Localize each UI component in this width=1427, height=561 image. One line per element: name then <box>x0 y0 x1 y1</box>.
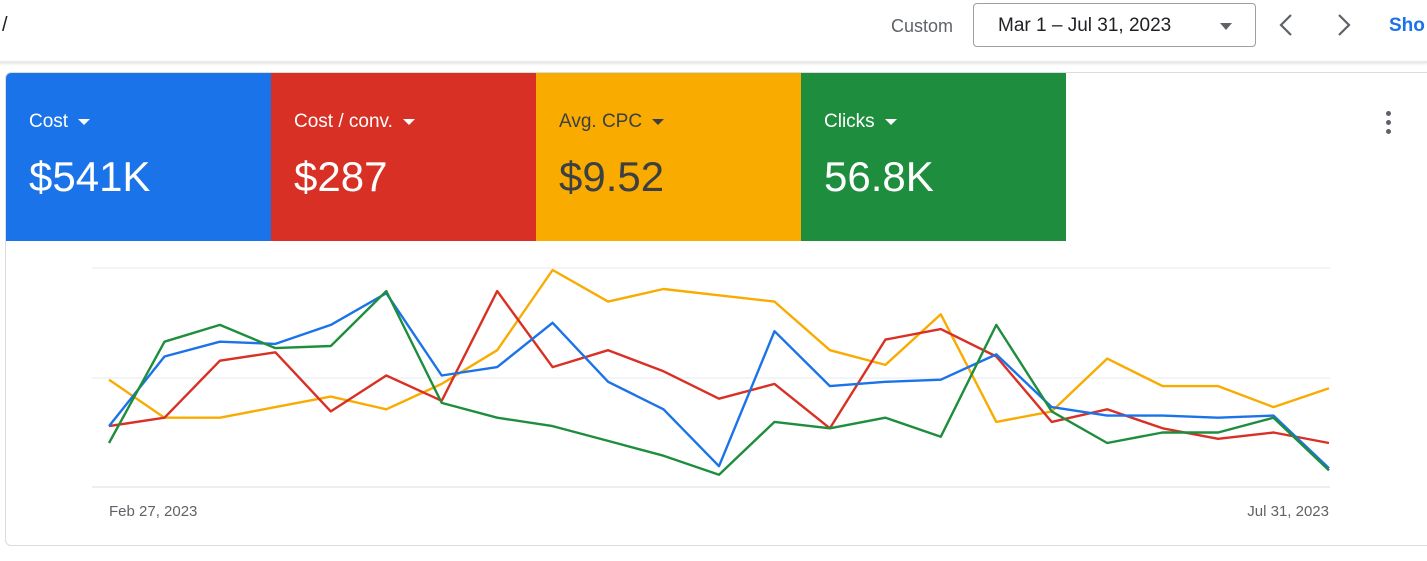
date-range-value: Mar 1 – Jul 31, 2023 <box>998 15 1172 36</box>
metric-value-cost-per-conversion: $287 <box>294 153 388 200</box>
metric-tile-clicks[interactable]: Clicks 56.8K <box>801 73 1066 241</box>
toolbar-divider <box>0 61 1427 63</box>
date-toolbar: / Custom Mar 1 – Jul 31, 2023 Sho <box>0 0 1427 62</box>
metric-value-clicks: 56.8K <box>824 153 934 200</box>
chevron-right-icon <box>1338 14 1351 36</box>
dropdown-arrow-icon <box>78 118 91 125</box>
metric-label-avg-cpc: Avg. CPC <box>559 111 665 133</box>
dropdown-arrow-icon <box>652 118 665 125</box>
chevron-left-icon <box>1279 14 1292 36</box>
metric-tile-cost[interactable]: Cost $541K <box>6 73 271 241</box>
next-period-button[interactable] <box>1326 7 1362 43</box>
more-options-button[interactable] <box>1376 111 1400 141</box>
metric-tile-cost-per-conversion[interactable]: Cost / conv. $287 <box>271 73 536 241</box>
dropdown-arrow-icon <box>402 118 415 125</box>
metric-tile-avg-cpc[interactable]: Avg. CPC $9.52 <box>536 73 801 241</box>
previous-period-button[interactable] <box>1268 7 1304 43</box>
date-range-dropdown[interactable]: Mar 1 – Jul 31, 2023 <box>973 3 1256 47</box>
metric-value-cost: $541K <box>29 153 151 200</box>
show-link[interactable]: Sho <box>1389 15 1425 36</box>
dropdown-arrow-icon <box>884 118 897 125</box>
breadcrumb-separator: / <box>2 14 8 36</box>
metric-label-cost-per-conversion: Cost / conv. <box>294 111 415 133</box>
performance-card: Cost $541K Cost / conv. $287 Avg. CPC $9… <box>5 72 1427 546</box>
date-preset-label: Custom <box>891 16 954 36</box>
metric-label-clicks: Clicks <box>824 111 897 133</box>
more-vert-icon <box>1385 111 1391 116</box>
metric-value-avg-cpc: $9.52 <box>559 153 665 200</box>
dropdown-arrow-icon <box>1220 23 1232 30</box>
metric-label-cost: Cost <box>29 111 91 133</box>
